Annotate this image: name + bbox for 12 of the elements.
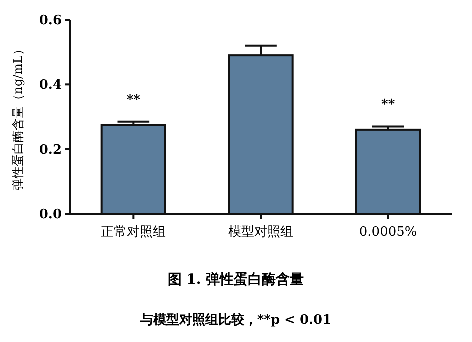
annotation: ** [382, 98, 396, 113]
annotation: ** [126, 92, 141, 108]
y-tick-label: 0.2 [39, 142, 62, 158]
x-tick-label: 正常对照组 [101, 225, 166, 240]
x-tick-label: 0.0005% [359, 225, 418, 240]
text: 图 1. 弹性蛋白酶含量 [168, 271, 304, 288]
y-axis-title: 弹性蛋白酶含量（ng/mL） [11, 44, 25, 190]
y-tick-label: 0.6 [39, 14, 62, 29]
y-tick-label: 0.4 [39, 78, 62, 94]
text: 与模型对照组比较，**p < 0.01 [139, 312, 332, 328]
x-tick-label: 模型对照组 [228, 225, 294, 240]
y-tick-label: 0.0 [39, 208, 62, 223]
